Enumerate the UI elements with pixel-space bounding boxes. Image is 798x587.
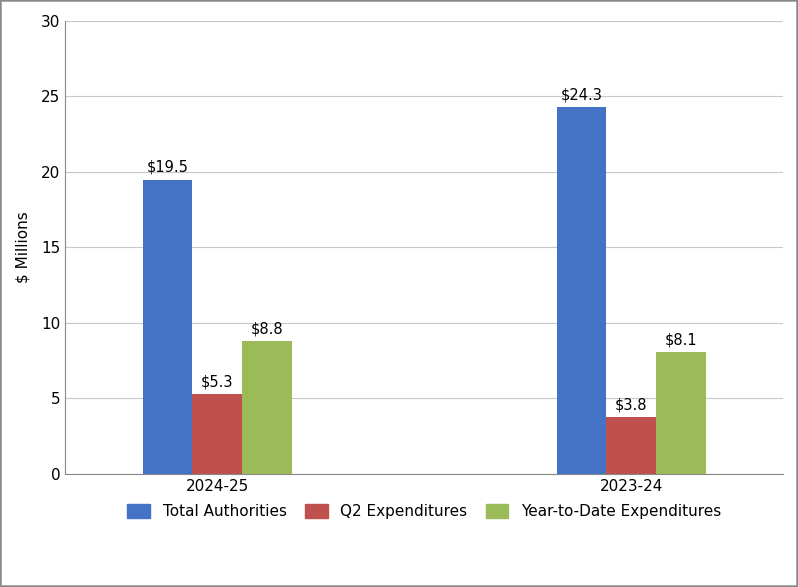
- Y-axis label: $ Millions: $ Millions: [15, 211, 30, 284]
- Bar: [606, 417, 656, 474]
- Bar: [192, 394, 242, 474]
- Bar: [143, 180, 192, 474]
- Bar: [242, 341, 292, 474]
- Text: $5.3: $5.3: [201, 375, 233, 389]
- Text: $24.3: $24.3: [560, 87, 602, 103]
- Text: $19.5: $19.5: [147, 160, 188, 175]
- Text: $3.8: $3.8: [615, 397, 647, 412]
- Text: $8.8: $8.8: [251, 322, 283, 336]
- Legend: Total Authorities, Q2 Expenditures, Year-to-Date Expenditures: Total Authorities, Q2 Expenditures, Year…: [121, 498, 727, 525]
- Bar: [557, 107, 606, 474]
- Text: $8.1: $8.1: [665, 332, 697, 347]
- Bar: [656, 352, 705, 474]
